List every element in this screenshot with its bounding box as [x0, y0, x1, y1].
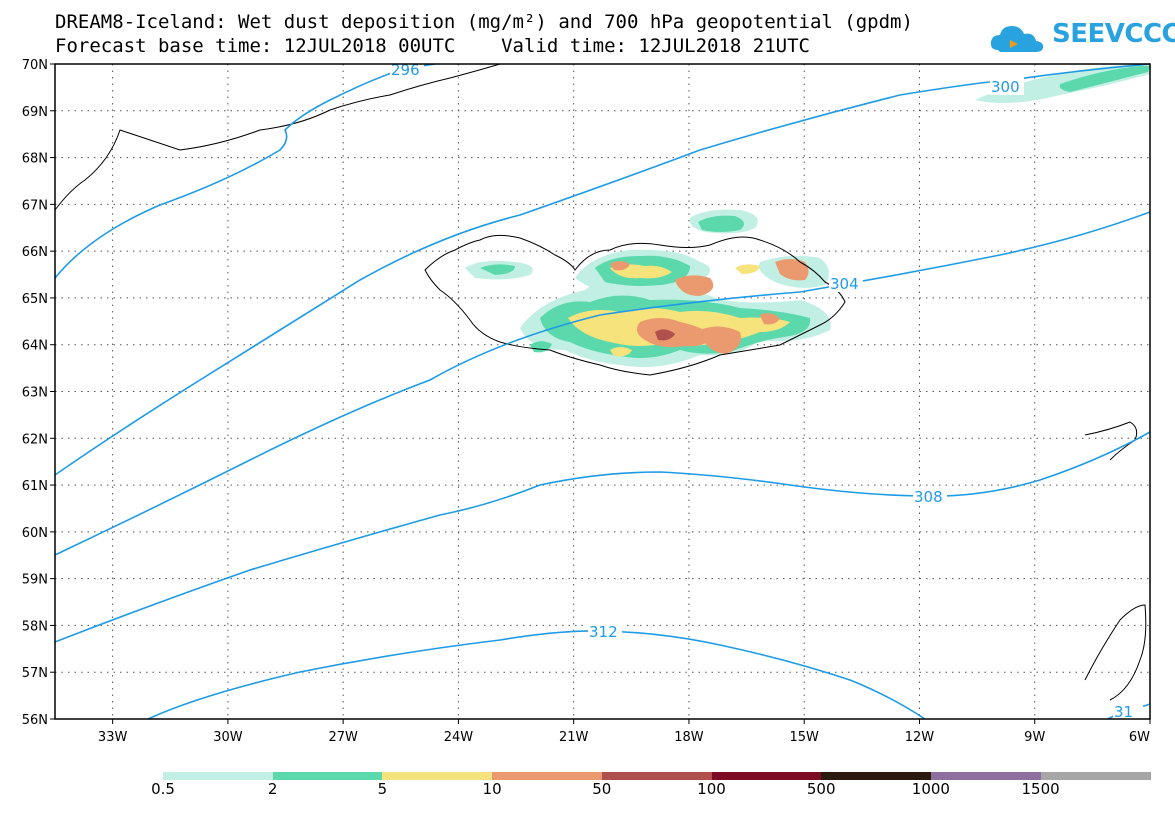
contour-labels: 296 300 304 308 312 31	[390, 60, 1143, 721]
contour-label-300: 300	[991, 78, 1020, 96]
colorbar-segment	[1040, 772, 1151, 780]
lon-label: 18W	[674, 730, 704, 745]
lat-label: 70N	[22, 58, 48, 73]
colorbar-label: 100	[697, 780, 726, 798]
colorbar-label: 1000	[911, 780, 950, 798]
colorbar-segment	[272, 772, 383, 780]
chart-subtitle: Forecast base time: 12JUL2018 00UTC Vali…	[55, 35, 810, 57]
colorbar-label: 50	[592, 780, 612, 798]
lat-label: 57N	[22, 666, 48, 681]
lon-label: 27W	[328, 730, 358, 745]
contour-label-304: 304	[830, 275, 859, 293]
lat-label: 61N	[22, 479, 48, 494]
seevccc-logo	[988, 18, 1148, 58]
colorbar-label: 0.5	[151, 780, 175, 798]
lat-label: 66N	[22, 245, 48, 260]
map-gridlines	[55, 64, 1150, 719]
lat-label: 63N	[22, 386, 48, 401]
lat-label: 65N	[22, 292, 48, 307]
chart-title: DREAM8-Iceland: Wet dust deposition (mg/…	[55, 11, 913, 33]
lon-label: 9W	[1024, 730, 1045, 745]
contour-label-308: 308	[914, 488, 943, 506]
colorbar-label: 500	[806, 780, 836, 798]
lat-label: 56N	[22, 713, 48, 728]
colorbar-segment	[821, 772, 932, 780]
colorbar-segment	[930, 772, 1042, 780]
colorbar-segment	[711, 772, 822, 780]
lon-label: 12W	[905, 730, 935, 745]
colorbar-segment	[492, 772, 603, 780]
colorbar-segment	[382, 772, 493, 780]
lat-label: 58N	[22, 619, 48, 634]
lon-label: 6W	[1129, 730, 1150, 745]
latitude-labels: 70N 69N 68N 67N 66N 65N 64N 63N 62N 61N 60N 59N 58N 5…	[22, 58, 55, 728]
colorbar-label: 2	[267, 780, 278, 798]
contour-label-296: 296	[391, 61, 420, 79]
lat-label: 68N	[22, 152, 48, 167]
colorbar-segment	[163, 772, 274, 780]
colorbar-label: 10	[482, 780, 502, 798]
longitude-labels: 33W 30W 27W 24W 21W 18W 15W 12W 9W 6W	[98, 719, 1151, 745]
coastlines	[54, 63, 1147, 701]
lat-label: 60N	[22, 526, 48, 541]
lat-label: 67N	[22, 198, 48, 213]
lat-label: 62N	[22, 432, 48, 447]
lon-label: 30W	[213, 730, 243, 745]
colorbar-segment	[601, 772, 712, 780]
lon-label: 15W	[790, 730, 820, 745]
lat-label: 69N	[22, 105, 48, 120]
lat-label: 59N	[22, 573, 48, 588]
lon-label: 33W	[98, 730, 128, 745]
dust-deposition-shading	[465, 64, 1150, 368]
cloud-icon	[990, 26, 1044, 52]
lon-label: 24W	[444, 730, 474, 745]
contour-label-31: 31	[1114, 703, 1133, 721]
colorbar-label: 5	[377, 780, 388, 798]
lon-label: 21W	[559, 730, 589, 745]
logo-text: SEEVCCC	[1052, 19, 1175, 49]
colorbar-label: 1500	[1021, 780, 1060, 798]
lat-label: 64N	[22, 339, 48, 354]
contour-label-312: 312	[589, 623, 618, 641]
